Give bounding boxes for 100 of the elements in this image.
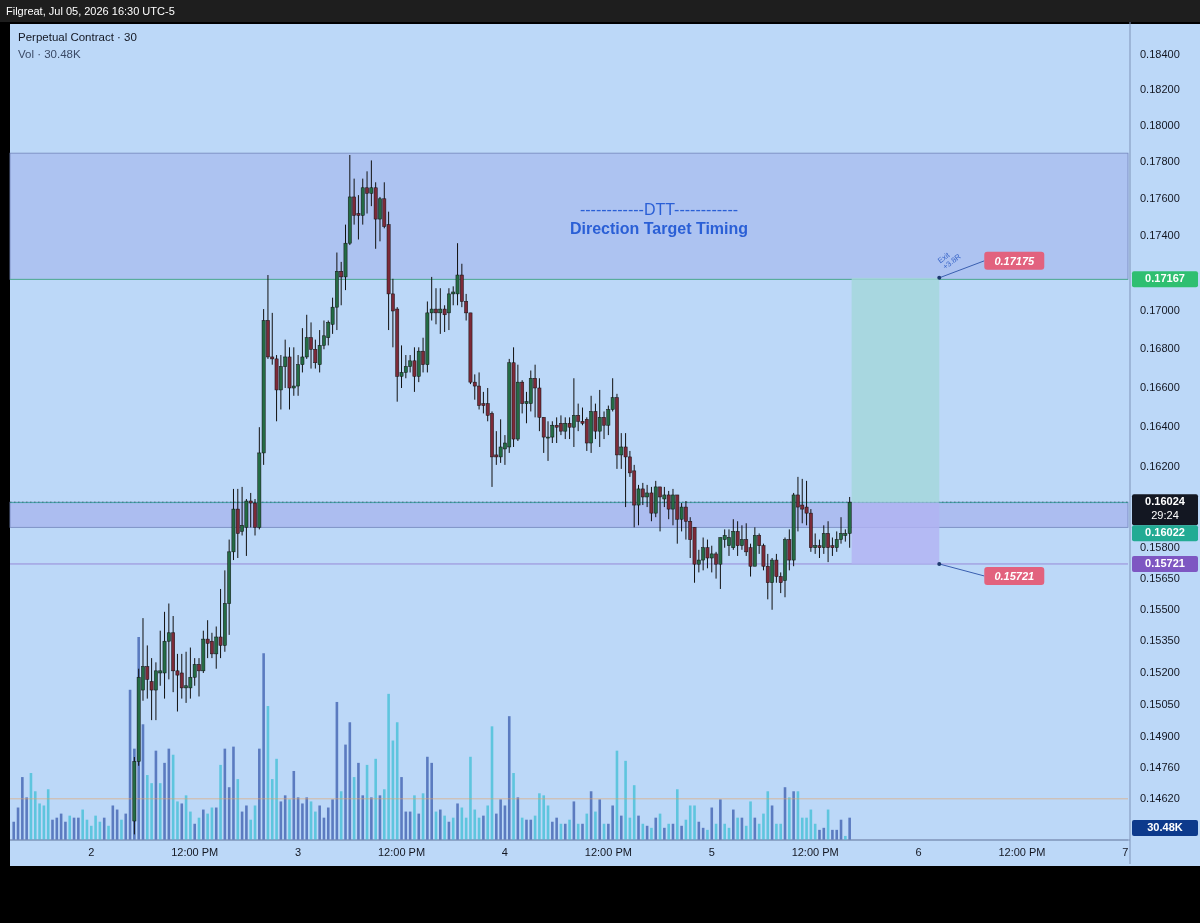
y-tick-label: 0.18000 [1140,119,1180,131]
bar [344,744,347,840]
bar [158,783,162,840]
bar [632,785,636,840]
bar [426,756,429,840]
candlestick [830,537,835,557]
bar [775,823,778,840]
bar [206,813,209,840]
candlestick [666,490,671,520]
bar [124,813,128,840]
bar [654,817,658,840]
bar [413,795,416,840]
bar [551,821,554,840]
candlestick [291,346,296,397]
text: 29:24 [1151,509,1179,522]
bar [688,805,692,840]
bar [822,827,826,840]
y-tick-label: 0.18200 [1140,83,1180,96]
bar [146,775,149,840]
x-tick-label: 12:00 PM [998,846,1046,858]
bar [245,805,248,840]
chart-title: Perpetual Contract · 30 [18,31,137,43]
candlestick [438,287,443,335]
annotation: 0.15721 [994,569,1035,582]
bar [120,819,123,840]
bar [848,817,851,840]
bar [675,789,679,840]
bar [805,817,808,840]
candlestick [158,630,163,687]
candlestick [821,524,826,555]
bar [555,817,558,840]
bar [766,791,770,840]
x-tick-label: 7 [1122,846,1129,858]
bar [163,762,166,840]
bar [650,827,653,840]
candlestick [640,482,645,506]
bar [594,811,597,840]
x-tick-label: 6 [915,846,922,858]
candlestick [403,354,408,379]
y-tick-label: 0.14620 [1140,791,1180,804]
candlestick [218,588,223,659]
bar [193,823,196,840]
bar [749,801,752,840]
candlestick [709,545,714,573]
x-tick-label: 12:00 PM [584,846,632,858]
y-tick-label: 0.16800 [1140,342,1180,355]
candlestick [567,416,572,440]
bar [64,821,67,840]
bar [180,803,184,840]
annotation: ------------DTT------------ [579,201,739,218]
bar [619,815,623,840]
annotation: Vol · 30.48K [18,48,81,60]
bar [507,716,511,840]
candlestick [179,653,184,700]
bar [581,823,584,840]
bar [439,809,442,840]
candlestick [214,625,219,670]
annotation: 0.17175 [994,254,1036,267]
bar [706,829,709,840]
bar [818,829,821,840]
bar [779,823,782,840]
bar [456,803,459,840]
bar [835,829,839,840]
candlestick [498,418,503,464]
y-tick-label: 0.17400 [1140,228,1180,241]
x-tick-label: 4 [501,846,508,858]
y-tick-label: 0.14900 [1140,730,1180,743]
candlestick [623,432,628,508]
candlestick [554,416,559,444]
bar [525,819,528,840]
bar [563,823,567,840]
bar [499,799,502,840]
x-tick-label: 3 [295,846,302,858]
ref-line-label: 0.17167 [1145,272,1185,285]
candlestick [188,647,193,700]
bar [482,815,485,840]
bar [318,805,321,840]
bar [637,815,640,840]
bar [598,799,602,840]
ref-line-label: 0.16024 [1145,495,1186,508]
bar [21,777,24,840]
bar [719,799,722,840]
x-tick-label: 12:00 PM [171,846,219,858]
bar [387,693,390,840]
y-tick-label: 0.15500 [1140,602,1180,615]
candlestick [649,486,654,522]
bar [663,827,666,840]
y-tick-label: 0.15200 [1140,665,1180,678]
bar [262,653,265,840]
candlestick [477,371,481,410]
x-tick-label: 12:00 PM [791,846,839,858]
candlestick [705,539,710,569]
bar [374,758,377,840]
y-tick-label: 0.15350 [1140,634,1180,647]
bar [693,805,696,840]
x-tick-label: 12:00 PM [377,846,426,858]
bar [800,817,804,840]
candlestick [597,389,602,448]
bar [792,791,795,840]
bar [723,823,726,840]
